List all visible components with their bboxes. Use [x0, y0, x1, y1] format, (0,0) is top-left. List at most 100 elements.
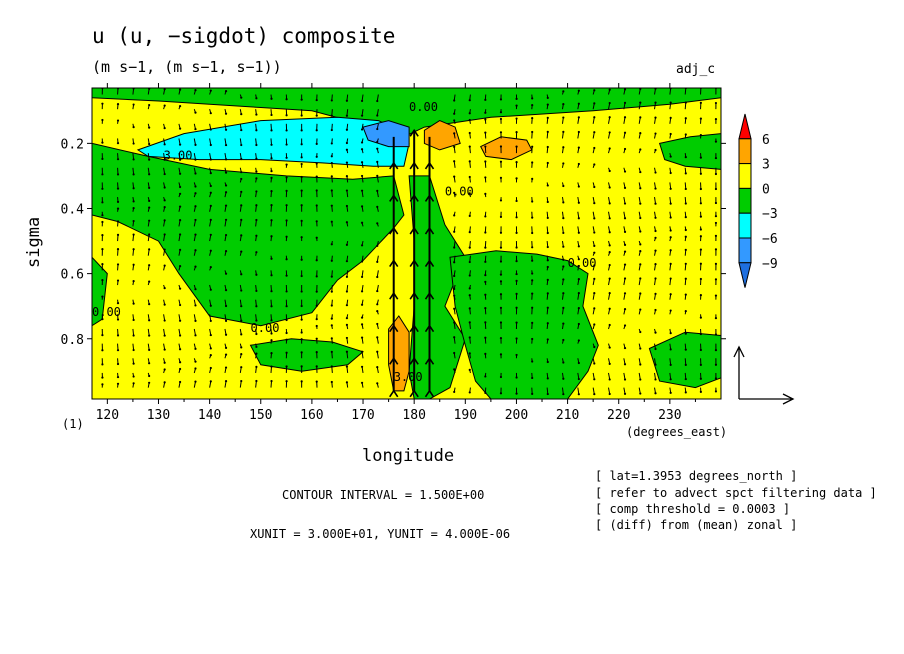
vector-arrow [270, 205, 273, 212]
vector-arrow-head [562, 361, 565, 364]
vector-arrow-head [345, 148, 349, 151]
vector-arrow-head [499, 392, 503, 395]
vector-arrow [561, 387, 564, 395]
vector-arrow-head [669, 391, 672, 394]
vector-arrow-head [101, 173, 104, 176]
vector-arrow-head [132, 125, 135, 129]
vector-arrow-head [468, 352, 471, 355]
vector-arrow-head [360, 303, 364, 306]
vector-arrow-head [639, 330, 642, 334]
vector-arrow-head [209, 347, 212, 350]
vector-arrow-head [101, 363, 104, 366]
vector-arrow-head [345, 141, 349, 145]
vector-arrow-head [178, 105, 182, 108]
vector-arrow-head [178, 303, 182, 307]
vector-arrow-head [255, 204, 258, 207]
vector-arrow-head [531, 145, 534, 148]
vector-arrow-head [360, 323, 364, 326]
vector-arrow-head [654, 347, 657, 351]
vector-arrow-head [315, 365, 318, 368]
vector-arrow-head [376, 114, 379, 117]
contour-labels: 0.00 3.00 0.00 0.00 0.00 0.00 3.00 [92, 100, 596, 384]
vector-arrow-head [209, 89, 212, 92]
vector-arrow-head [608, 362, 611, 365]
vector-arrow-head [178, 348, 182, 351]
vector-arrow-head [116, 349, 120, 352]
vector-arrow-head [577, 201, 580, 204]
vector-arrow-head [285, 114, 288, 117]
vector-arrow-head [669, 332, 672, 335]
vector-arrow-head [499, 215, 503, 218]
vector-arrow-head [484, 145, 487, 148]
x-tick-label: 200 [505, 408, 528, 423]
vector-arrow-head [285, 189, 288, 192]
vector-arrow-head [300, 204, 303, 207]
vector-arrow-head [360, 316, 364, 319]
region-green-northeast-patch [658, 133, 721, 170]
strong-vector-head [389, 161, 399, 170]
colorbar-segment [738, 212, 752, 239]
vector-arrow-head [699, 316, 702, 319]
vector-arrow-head [577, 231, 580, 234]
colorbar-label: −6 [762, 232, 778, 247]
vector-arrow [239, 219, 242, 227]
vector-arrow-head [178, 287, 182, 290]
vector-arrow-head [515, 292, 518, 295]
filled-contour-regions [92, 88, 721, 399]
vector-arrow [209, 138, 212, 146]
vector-arrow-head [148, 186, 151, 190]
vector-arrow-head [577, 278, 580, 281]
vector-arrow-head [499, 199, 503, 202]
vector-arrow-head [623, 292, 627, 295]
colorbar-label: −3 [762, 207, 778, 222]
vector-arrow-head [546, 338, 549, 341]
vector-arrow-head [376, 303, 379, 306]
vector-arrow-head [315, 98, 318, 102]
vector-arrow-head [484, 176, 487, 179]
vector-arrow [239, 138, 242, 146]
vector-arrow-head [453, 294, 456, 297]
y-axis-label: sigma [24, 216, 44, 268]
vector-arrow-head [285, 338, 288, 341]
vector-arrow-head [132, 348, 135, 352]
vector-arrow [592, 211, 595, 219]
vector-arrow-head [639, 88, 642, 91]
vector-arrow-head [515, 104, 518, 107]
vector-arrow [654, 102, 657, 110]
vector-arrow-head [546, 216, 549, 220]
vector-arrow-head [116, 302, 120, 305]
vector-arrow-head [484, 391, 487, 394]
vector-arrow-head [209, 304, 212, 307]
vector-arrow-head [623, 131, 627, 134]
vector-arrow-head [315, 337, 318, 340]
vector-arrows [101, 88, 718, 398]
vector-arrow-head [270, 143, 273, 146]
x-tick-label: 160 [300, 408, 323, 423]
strong-vector-head [409, 356, 419, 365]
vector-arrow-head [116, 263, 120, 266]
vector-arrow-head [531, 117, 534, 120]
vector-arrow-head [684, 101, 687, 104]
vector-arrow-head [285, 143, 288, 146]
vector-arrow-head [101, 220, 104, 224]
vector-arrow-head [577, 264, 580, 268]
vector-arrow [669, 102, 672, 110]
vector-arrow-head [531, 161, 534, 164]
vector-arrow-head [531, 292, 534, 295]
vector-arrow-head [562, 306, 565, 309]
vector-arrow-head [116, 102, 120, 106]
vector-arrow-head [531, 306, 534, 309]
vector-arrow-head [224, 366, 228, 369]
vector-arrow-head [178, 172, 182, 175]
vector-arrow-head [639, 243, 642, 246]
vector-arrow-head [714, 187, 718, 191]
vector-arrow-head [330, 99, 333, 102]
vector-arrow-head [315, 318, 318, 321]
vector-arrow-head [468, 175, 471, 179]
vector-arrow [178, 234, 181, 242]
vector-arrow-head [714, 262, 718, 265]
vector-arrow [654, 278, 657, 286]
colorbar-label: 0 [762, 182, 770, 197]
vector-arrow-head [714, 234, 718, 237]
vector-arrow-head [163, 248, 166, 251]
